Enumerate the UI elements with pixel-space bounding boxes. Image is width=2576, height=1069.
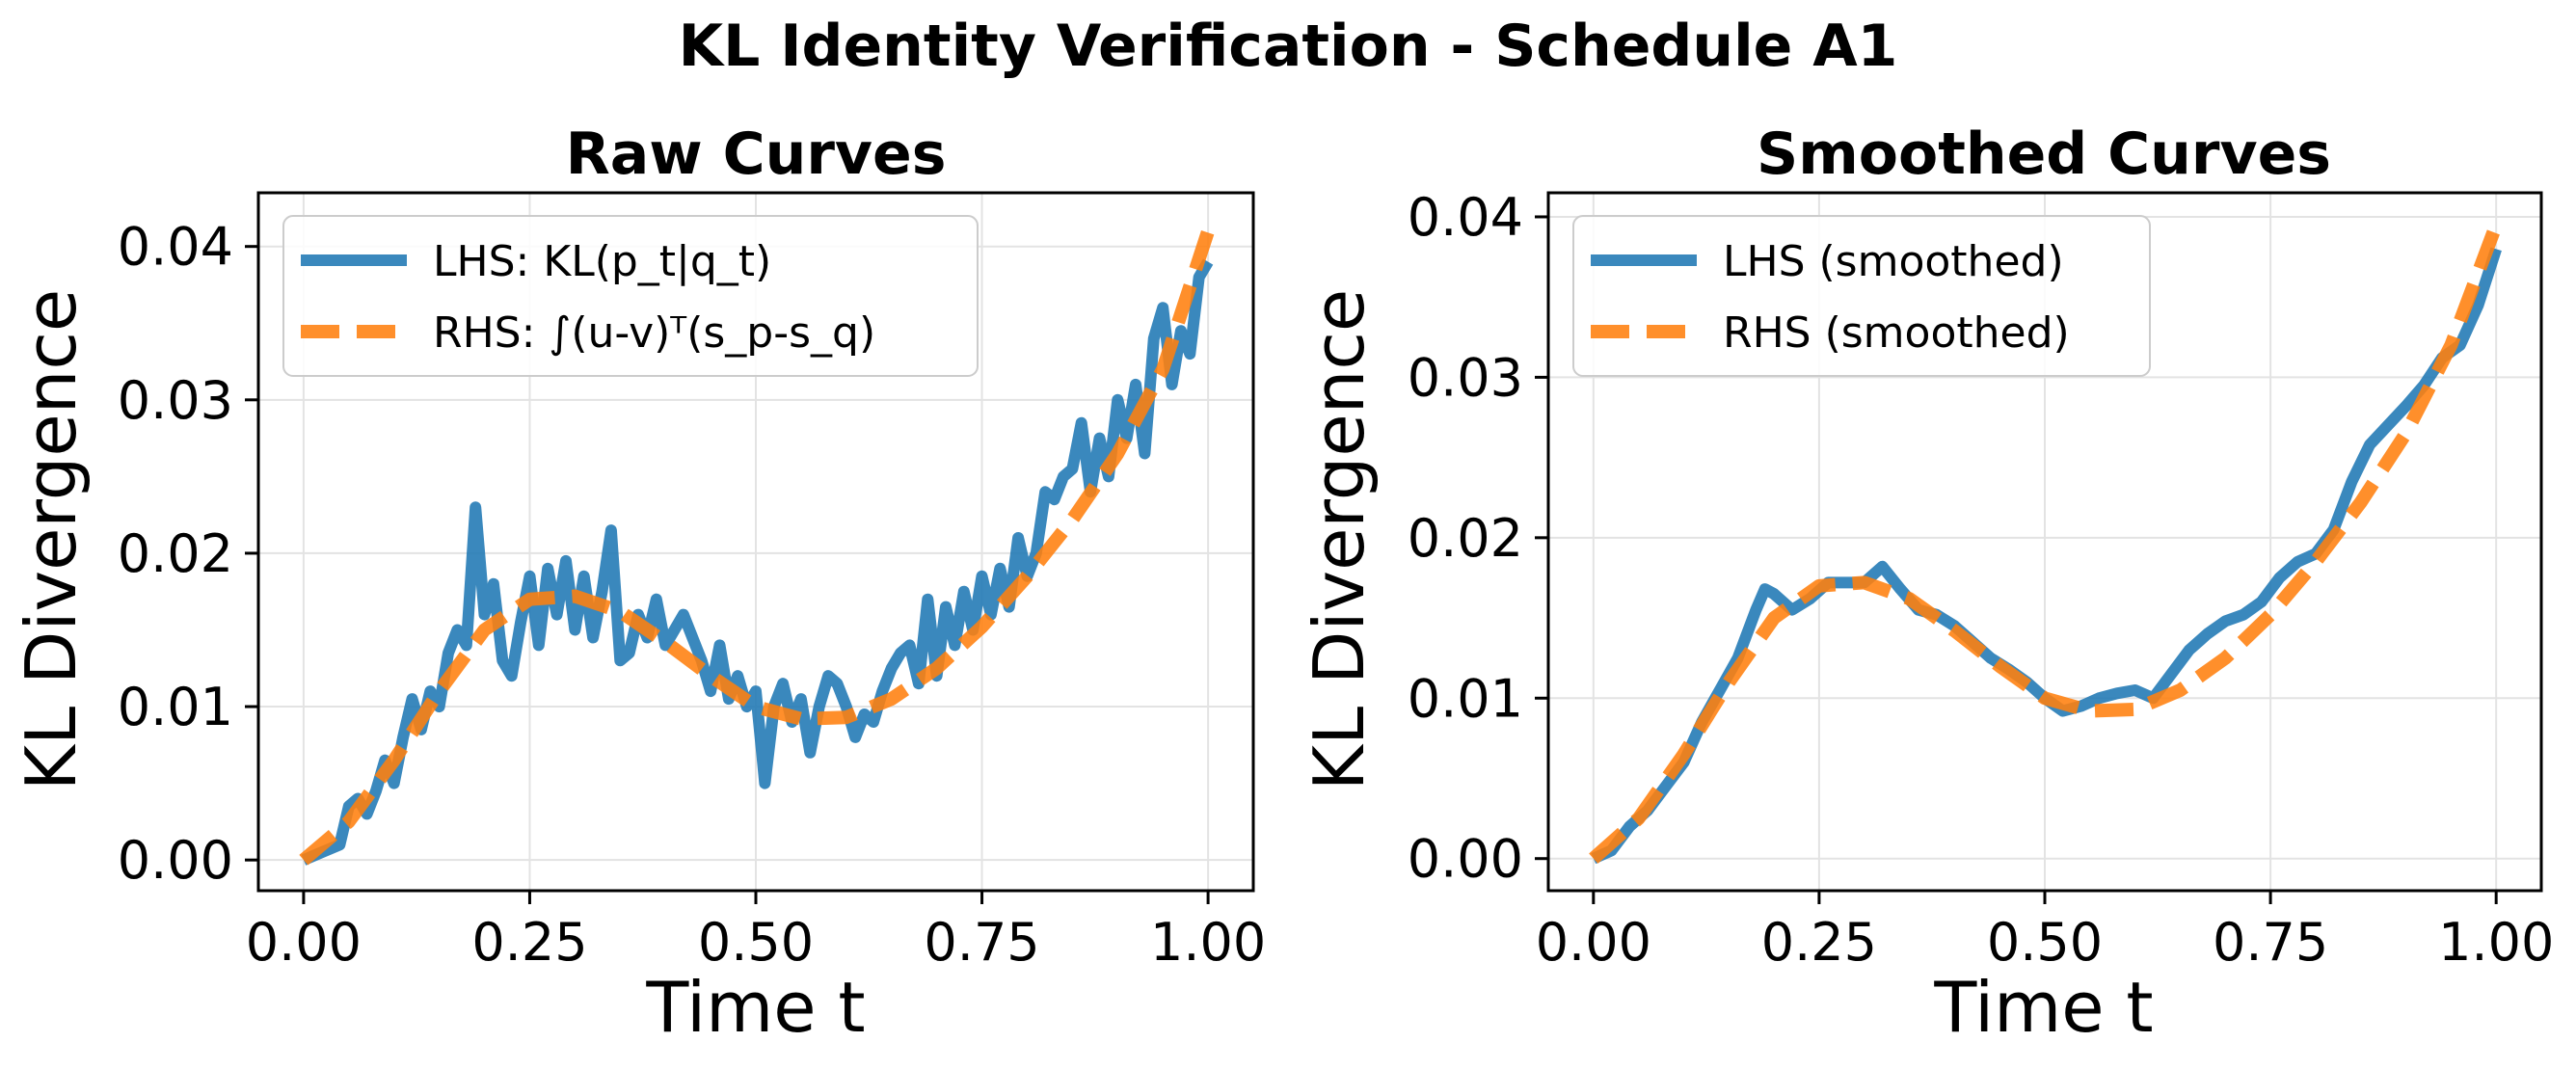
left-chart-title: Raw Curves xyxy=(566,120,947,188)
left-chart-series-lhs-line xyxy=(301,258,1214,866)
left-chart-ytick-label-1: 0.01 xyxy=(118,677,233,737)
right-chart-ytick-label-4: 0.04 xyxy=(1408,187,1523,248)
right-chart-xlabel: Time t xyxy=(1933,967,2153,1048)
right-chart-xtick-label-4: 1.00 xyxy=(2438,912,2554,973)
right-chart-series-lhs-line xyxy=(1591,247,2502,865)
right-chart-legend-label-0: LHS (smoothed) xyxy=(1723,237,2064,286)
left-chart-xtick-label-4: 1.00 xyxy=(1150,912,1266,973)
right-chart-ytick-label-0: 0.00 xyxy=(1408,829,1523,890)
right-chart-legend: LHS (smoothed) RHS (smoothed) xyxy=(1572,215,2151,377)
left-chart-legend-label-1: RHS: ∫(u-v)ᵀ(s_p-s_q) xyxy=(433,308,875,358)
left-chart-ytick-label-2: 0.02 xyxy=(118,523,233,584)
right-chart-legend-label-1: RHS (smoothed) xyxy=(1723,308,2070,358)
right-chart-series-rhs-line xyxy=(1589,222,2503,864)
left-chart-series-rhs-line xyxy=(299,228,1215,866)
left-chart-legend-label-0: LHS: KL(p_t|q_t) xyxy=(433,237,771,286)
right-chart-ytick-label-3: 0.03 xyxy=(1408,347,1523,408)
left-chart-ytick-label-3: 0.03 xyxy=(118,370,233,431)
left-chart-ylabel: KL Divergence xyxy=(11,289,92,790)
right-chart-xtick-label-3: 0.75 xyxy=(2213,912,2328,973)
left-chart-legend: LHS: KL(p_t|q_t) RHS: ∫(u-v)ᵀ(s_p-s_q) xyxy=(282,215,979,377)
right-chart: Smoothed Curves Time t KL Divergence 0.0… xyxy=(1299,120,2554,1048)
right-chart-xtick-label-0: 0.00 xyxy=(1536,912,1651,973)
right-chart-legend-box xyxy=(1572,215,2151,377)
right-chart-xtick-label-1: 0.25 xyxy=(1761,912,1877,973)
left-chart-xtick-label-1: 0.25 xyxy=(471,912,587,973)
left-chart-xlabel: Time t xyxy=(645,967,865,1048)
left-chart-xtick-label-3: 0.75 xyxy=(924,912,1039,973)
right-chart-title: Smoothed Curves xyxy=(1757,120,2331,188)
left-chart-xtick-label-2: 0.50 xyxy=(698,912,814,973)
left-chart-ytick-label-0: 0.00 xyxy=(118,830,233,891)
right-chart-ylabel: KL Divergence xyxy=(1299,289,1380,790)
left-chart-xtick-label-0: 0.00 xyxy=(246,912,362,973)
right-chart-xtick-label-2: 0.50 xyxy=(1987,912,2103,973)
left-chart: Raw Curves Time t KL Divergence 0.00 0.25… xyxy=(11,120,1266,1048)
left-chart-legend-box xyxy=(282,215,979,377)
right-chart-ytick-label-1: 0.01 xyxy=(1408,668,1523,729)
left-chart-ytick-label-4: 0.04 xyxy=(118,217,233,278)
right-chart-ytick-label-2: 0.02 xyxy=(1408,508,1523,569)
figure-title: KL Identity Verification - Schedule A1 xyxy=(679,13,1898,80)
